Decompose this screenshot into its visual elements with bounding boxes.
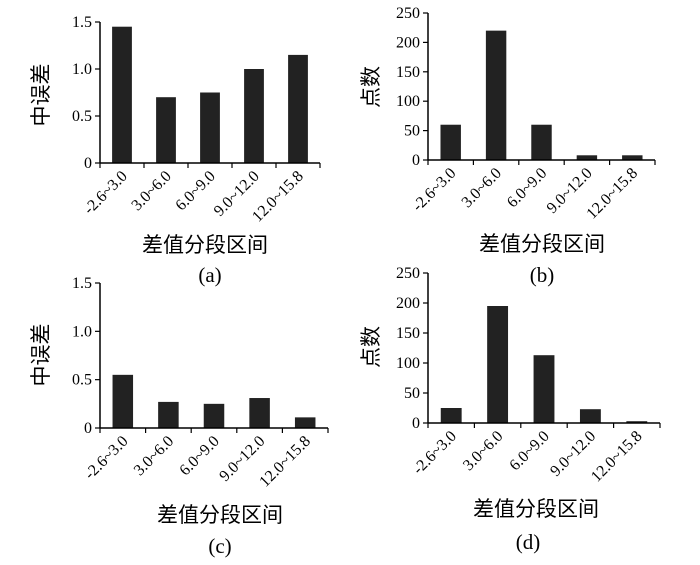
y-tick-label-d-4: 200	[396, 295, 420, 312]
x-tick-label-c-0: -2.6~3.0	[81, 433, 131, 483]
bar-c-1	[158, 401, 179, 428]
x-axis-label-a: 差值分段区间	[142, 233, 268, 257]
bar-d-2	[533, 355, 555, 423]
bar-b-4	[622, 155, 643, 160]
caption-c: (c)	[208, 534, 231, 558]
y-tick-label-a-3: 1.5	[72, 14, 92, 31]
bar-d-3	[579, 409, 601, 423]
x-tick-label-d-1: 3.0~6.0	[460, 428, 506, 474]
caption-d: (d)	[516, 530, 541, 554]
x-tick-label-d-2: 6.0~9.0	[506, 428, 552, 474]
x-tick-label-a-0: -2.6~3.0	[81, 168, 131, 218]
y-tick-label-d-0: 0	[412, 415, 420, 432]
y-tick-label-a-2: 1.0	[72, 61, 92, 78]
y-tick-label-c-2: 1.0	[72, 323, 92, 340]
x-tick-label-b-0: -2.6~3.0	[409, 165, 459, 215]
y-tick-label-b-5: 250	[396, 5, 420, 22]
bar-c-4	[294, 417, 316, 428]
y-axis-label-a: 中误差	[29, 64, 53, 127]
bar-a-4	[288, 54, 308, 163]
chart-panel-b: 050100150200250-2.6~3.03.0~6.06.0~9.09.0…	[359, 5, 656, 287]
x-tick-label-c-1: 3.0~6.0	[131, 433, 177, 479]
bar-a-2	[200, 92, 220, 163]
y-tick-label-c-1: 0.5	[72, 372, 92, 389]
y-tick-label-c-0: 0	[84, 420, 92, 437]
bar-b-0	[440, 124, 461, 160]
y-axis-label-d: 点数	[359, 326, 383, 368]
y-tick-label-b-3: 150	[396, 64, 420, 81]
bar-a-0	[112, 26, 132, 164]
chart-panel-a: 00.51.01.5-2.6~3.03.0~6.06.0~9.09.0~12.0…	[29, 14, 321, 287]
x-tick-label-b-1: 3.0~6.0	[459, 165, 505, 211]
y-tick-label-d-2: 100	[396, 355, 420, 372]
y-tick-label-d-1: 50	[404, 385, 420, 402]
bar-d-1	[487, 306, 509, 423]
x-axis-label-c: 差值分段区间	[157, 503, 283, 527]
caption-a: (a)	[198, 263, 221, 287]
bar-b-2	[531, 124, 552, 160]
bar-d-0	[440, 408, 462, 423]
y-tick-label-b-2: 100	[396, 93, 420, 110]
bar-b-3	[576, 155, 598, 160]
bar-a-1	[156, 97, 176, 163]
x-tick-label-d-4: 12.0~15.8	[588, 428, 646, 486]
bar-b-1	[485, 30, 507, 160]
chart-panel-c: 00.51.01.5-2.6~3.0 3.0~6.0 6.0~9.09.0~12.0…	[29, 275, 329, 558]
y-axis-label-b: 点数	[359, 66, 383, 108]
y-tick-label-c-3: 1.5	[72, 275, 92, 292]
y-tick-label-b-4: 200	[396, 34, 420, 51]
bar-a-3	[244, 69, 264, 163]
caption-b: (b)	[530, 263, 555, 287]
bar-c-3	[249, 398, 270, 428]
bar-d-4	[626, 421, 648, 423]
y-tick-label-d-3: 150	[396, 325, 420, 342]
y-tick-label-b-1: 50	[404, 123, 420, 140]
x-tick-label-a-1: 3.0~6.0	[128, 168, 174, 214]
y-tick-label-b-0: 0	[412, 152, 420, 169]
x-tick-label-d-0: -2.6~3.0	[410, 428, 460, 478]
y-tick-label-d-5: 250	[396, 265, 420, 282]
y-tick-label-a-0: 0	[84, 155, 92, 172]
y-axis-label-c: 中误差	[29, 324, 53, 387]
x-axis-label-d: 差值分段区间	[473, 497, 599, 521]
bar-c-0	[112, 374, 134, 428]
bar-c-2	[203, 403, 225, 428]
x-axis-label-b: 差值分段区间	[479, 232, 605, 256]
y-tick-label-a-1: 0.5	[72, 108, 92, 125]
